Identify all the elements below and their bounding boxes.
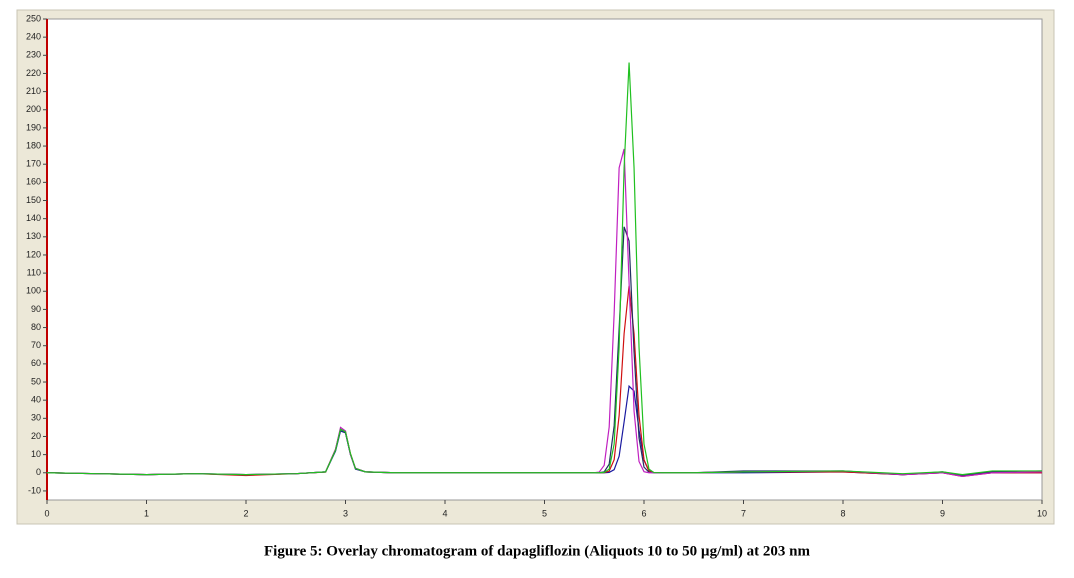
y-tick-label: 230: [26, 50, 41, 60]
y-tick-label: 140: [26, 213, 41, 223]
y-tick-label: 20: [31, 431, 41, 441]
y-tick-label: 150: [26, 195, 41, 205]
y-tick-label: 80: [31, 322, 41, 332]
y-tick-label: 100: [26, 286, 41, 296]
y-tick-label: 50: [31, 376, 41, 386]
x-tick-label: 2: [243, 508, 248, 518]
y-tick-label: 220: [26, 68, 41, 78]
y-tick-label: 200: [26, 104, 41, 114]
x-tick-label: 5: [542, 508, 547, 518]
y-tick-label: 40: [31, 395, 41, 405]
x-tick-label: 3: [343, 508, 348, 518]
x-tick-label: 7: [741, 508, 746, 518]
y-tick-label: 130: [26, 231, 41, 241]
y-tick-label: 30: [31, 413, 41, 423]
y-tick-label: 210: [26, 86, 41, 96]
y-tick-label: 120: [26, 249, 41, 259]
y-tick-label: 60: [31, 358, 41, 368]
y-tick-label: 160: [26, 177, 41, 187]
y-tick-label: -10: [28, 485, 41, 495]
y-tick-label: 170: [26, 159, 41, 169]
y-tick-label: 190: [26, 122, 41, 132]
x-tick-label: 10: [1037, 508, 1047, 518]
y-tick-label: 250: [26, 13, 41, 23]
plot-area: [46, 18, 1043, 501]
y-tick-label: 10: [31, 449, 41, 459]
series-line: [46, 62, 1042, 476]
x-tick-label: 4: [442, 508, 447, 518]
y-tick-label: 90: [31, 304, 41, 314]
caption: Figure 5: Overlay chromatogram of dapagl…: [264, 543, 810, 559]
x-tick-label: 9: [940, 508, 945, 518]
x-tick-label: 1: [144, 508, 149, 518]
y-tick-label: 0: [36, 467, 41, 477]
x-tick-label: 8: [840, 508, 845, 518]
y-tick-label: 240: [26, 32, 41, 42]
y-tick-label: 70: [31, 340, 41, 350]
y-tick-label: 110: [27, 267, 41, 277]
y-tick-label: 180: [26, 140, 41, 150]
x-tick-label: 0: [44, 508, 49, 518]
x-tick-label: 6: [641, 508, 646, 518]
